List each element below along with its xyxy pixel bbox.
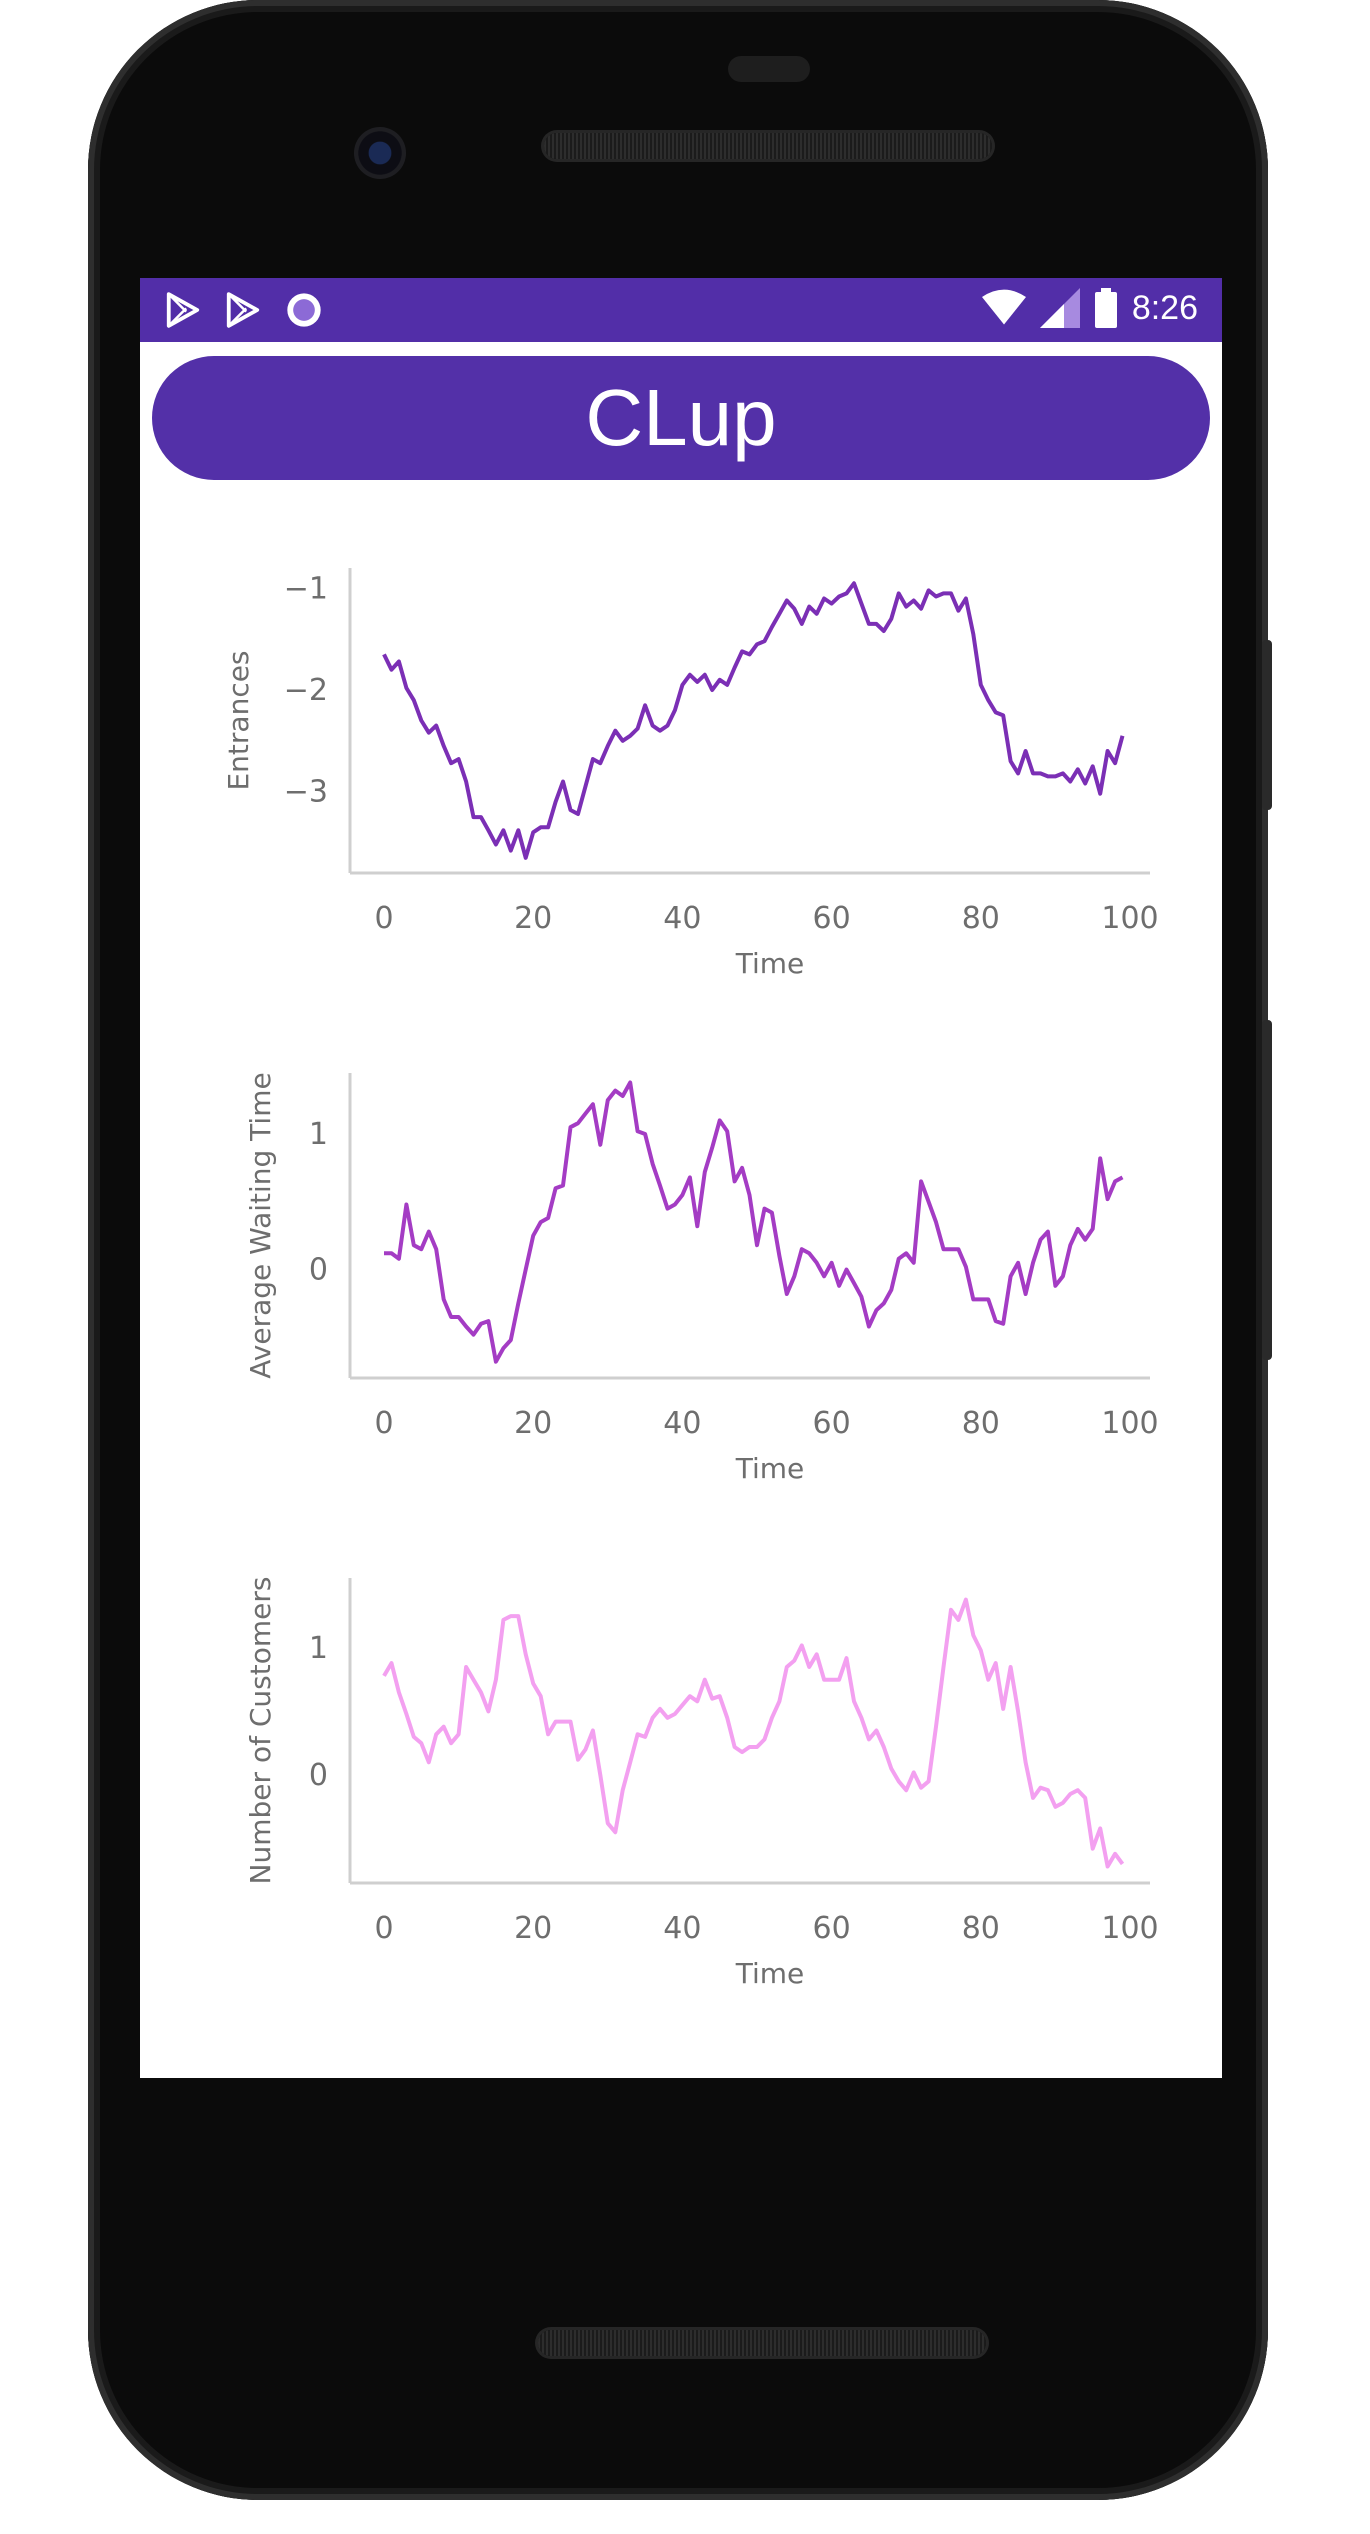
x-tick-label: 60 bbox=[813, 901, 851, 936]
y-tick-label: 0 bbox=[309, 1253, 328, 1288]
x-tick-label: 0 bbox=[374, 1911, 393, 1946]
y-tick-label: 1 bbox=[309, 1631, 328, 1666]
volume-button[interactable] bbox=[1262, 1020, 1272, 1360]
x-tick-label: 100 bbox=[1101, 901, 1158, 936]
charts-area: 0 20 40 60 80 100 −1 −2 −3 Time Entrances 0 20 40 60 8… bbox=[140, 528, 1222, 2078]
x-tick-label: 60 bbox=[813, 1911, 851, 1946]
x-tick-label: 0 bbox=[374, 901, 393, 936]
x-tick-label: 80 bbox=[962, 901, 1000, 936]
x-axis-label: Time bbox=[735, 1452, 805, 1485]
series-line bbox=[382, 1597, 1125, 1869]
app-title-bar: CLup bbox=[152, 356, 1210, 480]
x-tick-label: 40 bbox=[663, 1406, 701, 1441]
x-tick-label: 20 bbox=[514, 1406, 552, 1441]
battery-icon bbox=[1094, 288, 1117, 328]
average-waiting-time-chart: 0 20 40 60 80 100 1 0 Time Average Waiting Time bbox=[244, 1072, 1159, 1485]
wifi-icon bbox=[981, 289, 1026, 325]
x-tick-label: 20 bbox=[514, 1911, 552, 1946]
y-tick-label: 1 bbox=[309, 1117, 328, 1152]
record-circle-icon bbox=[287, 293, 321, 327]
x-tick-label: 60 bbox=[813, 1406, 851, 1441]
y-tick-label: −1 bbox=[284, 571, 328, 606]
x-tick-label: 80 bbox=[962, 1406, 1000, 1441]
y-tick-label: −3 bbox=[284, 775, 328, 810]
proximity-sensor bbox=[728, 56, 810, 82]
series-line bbox=[382, 581, 1125, 860]
x-tick-label: 40 bbox=[663, 1911, 701, 1946]
x-tick-label: 100 bbox=[1101, 1911, 1158, 1946]
play-store-icon bbox=[166, 292, 200, 328]
app-screen: 8:26 CLup 0 20 40 60 80 100 −1 −2 −3 Time Entrance… bbox=[140, 278, 1222, 2078]
app-title: CLup bbox=[585, 373, 777, 462]
bottom-speaker bbox=[538, 2330, 986, 2356]
x-tick-label: 0 bbox=[374, 1406, 393, 1441]
x-tick-label: 80 bbox=[962, 1911, 1000, 1946]
x-axis-label: Time bbox=[735, 1957, 805, 1990]
entrances-chart: 0 20 40 60 80 100 −1 −2 −3 Time Entrances bbox=[222, 568, 1159, 980]
x-tick-label: 100 bbox=[1101, 1406, 1158, 1441]
status-time: 8:26 bbox=[1131, 288, 1198, 327]
status-bar: 8:26 bbox=[140, 278, 1222, 342]
power-button[interactable] bbox=[1262, 640, 1272, 810]
y-tick-label: −2 bbox=[284, 673, 328, 708]
front-camera-icon bbox=[354, 127, 406, 179]
earpiece-speaker bbox=[544, 133, 992, 159]
y-axis-label: Average Waiting Time bbox=[244, 1072, 277, 1378]
number-of-customers-chart: 0 20 40 60 80 100 1 0 Time Number of Customers bbox=[244, 1577, 1159, 1990]
series-line bbox=[384, 1080, 1124, 1364]
x-tick-label: 40 bbox=[663, 901, 701, 936]
x-tick-label: 20 bbox=[514, 901, 552, 936]
x-axis-label: Time bbox=[735, 947, 805, 980]
y-tick-label: 0 bbox=[309, 1758, 328, 1793]
play-store-icon bbox=[226, 292, 260, 328]
y-axis-label: Number of Customers bbox=[244, 1577, 277, 1885]
cellular-signal-icon bbox=[1039, 288, 1080, 328]
y-axis-label: Entrances bbox=[222, 650, 255, 790]
